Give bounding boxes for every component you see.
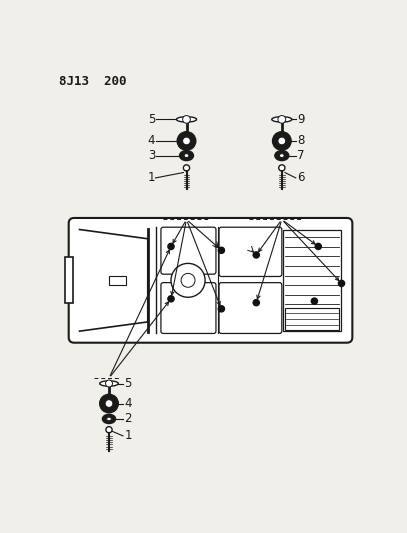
Text: 8J13  200: 8J13 200 — [59, 75, 126, 88]
Circle shape — [253, 252, 259, 258]
Circle shape — [106, 426, 112, 433]
Circle shape — [273, 132, 291, 150]
FancyBboxPatch shape — [219, 227, 282, 277]
Circle shape — [183, 116, 190, 123]
Circle shape — [253, 300, 259, 306]
Circle shape — [278, 137, 286, 145]
Circle shape — [278, 116, 286, 123]
Circle shape — [168, 296, 174, 302]
FancyBboxPatch shape — [69, 218, 352, 343]
Text: 1: 1 — [125, 430, 132, 442]
Bar — [109, 276, 126, 285]
Text: 2: 2 — [125, 413, 132, 425]
FancyBboxPatch shape — [219, 282, 282, 334]
Circle shape — [218, 247, 225, 253]
FancyBboxPatch shape — [161, 282, 216, 334]
Circle shape — [177, 132, 196, 150]
Circle shape — [311, 298, 317, 304]
Text: 1: 1 — [148, 172, 155, 184]
FancyBboxPatch shape — [161, 227, 216, 274]
Text: 7: 7 — [298, 149, 305, 162]
Bar — [65, 257, 72, 303]
Bar — [285, 308, 339, 329]
Ellipse shape — [179, 151, 193, 160]
Ellipse shape — [184, 154, 189, 158]
Text: 5: 5 — [148, 113, 155, 126]
Ellipse shape — [272, 117, 292, 122]
Circle shape — [315, 244, 322, 249]
Circle shape — [183, 137, 190, 145]
Circle shape — [181, 273, 195, 287]
Text: 9: 9 — [298, 113, 305, 126]
Circle shape — [171, 263, 205, 297]
Circle shape — [279, 165, 285, 171]
Circle shape — [338, 280, 345, 287]
Bar — [283, 230, 341, 331]
Text: 8: 8 — [298, 134, 305, 148]
Circle shape — [100, 394, 118, 413]
Circle shape — [105, 380, 112, 387]
Text: 5: 5 — [125, 377, 132, 390]
Circle shape — [168, 244, 174, 249]
Circle shape — [218, 306, 225, 312]
Circle shape — [105, 400, 113, 407]
Text: 4: 4 — [125, 397, 132, 410]
Ellipse shape — [275, 151, 289, 160]
Ellipse shape — [280, 154, 284, 158]
Text: 3: 3 — [148, 149, 155, 162]
Circle shape — [184, 165, 190, 171]
Ellipse shape — [176, 117, 197, 122]
Ellipse shape — [100, 381, 118, 386]
Ellipse shape — [107, 417, 112, 421]
Text: 4: 4 — [148, 134, 155, 148]
Text: 6: 6 — [298, 172, 305, 184]
Ellipse shape — [103, 414, 116, 424]
